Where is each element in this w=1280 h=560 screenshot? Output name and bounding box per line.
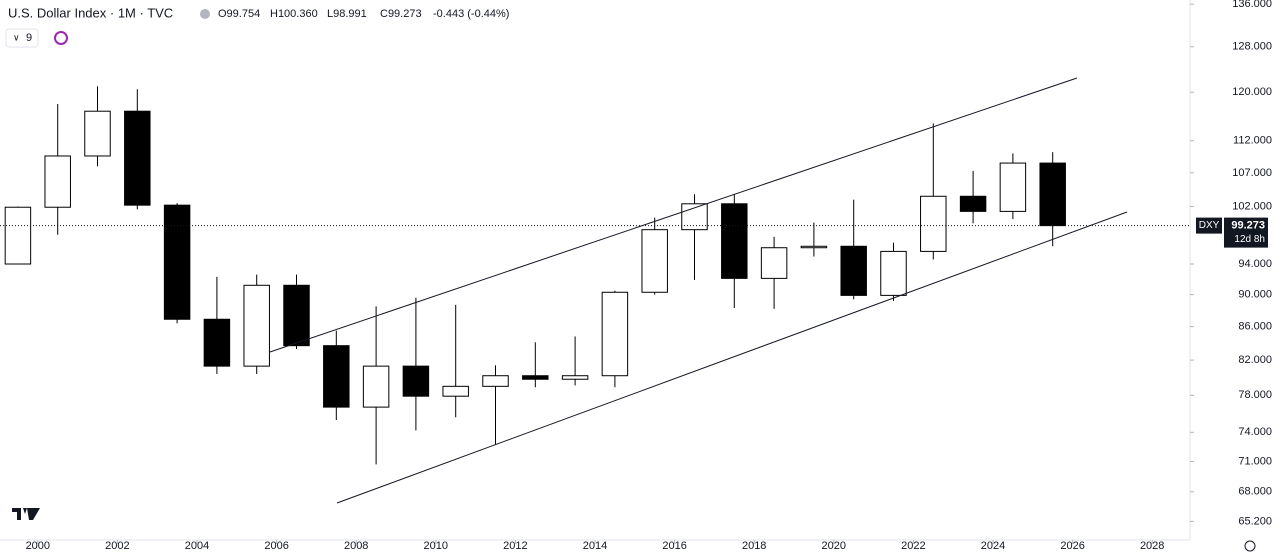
y-tick-label: 71.000: [1238, 455, 1272, 467]
y-tick-label: 94.000: [1238, 258, 1272, 270]
candle-body: [482, 375, 509, 387]
x-tick-label: 2026: [1060, 540, 1084, 552]
x-tick-label: 2012: [503, 540, 527, 552]
status-dot: [200, 9, 210, 19]
plot: [4, 86, 1066, 465]
candle-body: [442, 385, 469, 397]
x-tick-label: 2014: [583, 540, 607, 552]
candle-body: [760, 247, 788, 279]
x-tick-label: 2018: [742, 540, 766, 552]
y-tick-label: 65.200: [1238, 515, 1272, 527]
candle-body: [44, 155, 71, 208]
candle-body: [243, 284, 270, 367]
price-tag-value: 99.273: [1231, 220, 1265, 232]
ohlc-low: L98.991: [327, 8, 367, 20]
logo: [12, 508, 40, 520]
candle-body: [561, 375, 589, 380]
indicator-icon[interactable]: [54, 31, 68, 45]
x-tick-label: 2000: [26, 540, 50, 552]
symbol-tag-text: DXY: [1199, 220, 1220, 231]
candle-body: [920, 195, 947, 252]
price-tag: [1224, 217, 1268, 248]
x-tick-label: 2020: [822, 540, 846, 552]
y-tick-label: 128.000: [1232, 41, 1272, 53]
candle-body: [721, 203, 748, 279]
indicator-toggle[interactable]: [5, 28, 39, 48]
candle-body: [999, 162, 1027, 212]
symbol-tag: [1196, 217, 1222, 234]
candle-body: [840, 245, 867, 296]
candle-body: [362, 365, 390, 408]
candle-body: [124, 110, 151, 206]
y-tick-label: 112.000: [1233, 135, 1272, 147]
y-tick-label: 74.000: [1238, 426, 1272, 438]
candle-body: [402, 365, 430, 397]
x-tick-label: 2006: [264, 540, 288, 552]
price-tag-countdown: 12d 8h: [1234, 234, 1265, 245]
candle-body: [203, 318, 231, 367]
channel-upper: [269, 77, 1078, 353]
x-tick-label: 2016: [662, 540, 686, 552]
ohlc-close: C99.273: [380, 8, 422, 20]
candle-body: [4, 206, 32, 265]
x-tick-label: 2028: [1140, 540, 1164, 552]
chevron: ∨: [13, 32, 20, 42]
y-tick-label: 102.000: [1232, 200, 1272, 212]
y-tick-label: 136.000: [1232, 0, 1272, 10]
settings-icon[interactable]: [1244, 540, 1256, 552]
candle-body: [880, 250, 907, 296]
candle-body: [323, 345, 350, 408]
candle-body: [1039, 162, 1066, 227]
y-tick-label: 90.000: [1238, 289, 1272, 301]
candle-body: [641, 229, 668, 293]
candle-body: [84, 110, 111, 157]
candle-body: [522, 375, 549, 380]
y-tick-label: 68.000: [1238, 486, 1272, 498]
candle-body: [800, 245, 828, 249]
x-tick-label: 2002: [105, 540, 129, 552]
x-tick-label: 2008: [344, 540, 368, 552]
candle-body: [283, 284, 310, 347]
candle-body: [959, 195, 987, 212]
candle-body: [601, 291, 629, 377]
ohlc-open: O99.754: [218, 8, 260, 20]
y-tick-label: 82.000: [1238, 354, 1272, 366]
y-tick-label: 78.000: [1238, 389, 1272, 401]
y-tick-label: 120.000: [1232, 86, 1272, 98]
ohlc-high: H100.360: [270, 8, 318, 20]
channel-lower: [336, 211, 1128, 504]
symbol-title: U.S. Dollar Index · 1M · TVC: [8, 5, 173, 20]
x-tick-label: 2010: [424, 540, 448, 552]
x-tick-label: 2004: [185, 540, 209, 552]
indicator-count: 9: [26, 32, 32, 44]
x-tick-label: 2022: [901, 540, 925, 552]
y-tick-label: 86.000: [1238, 320, 1272, 332]
ohlc-change: -0.443 (-0.44%): [433, 8, 509, 20]
x-tick-label: 2024: [981, 540, 1005, 552]
y-tick-label: 107.000: [1232, 167, 1272, 179]
candle-body: [163, 204, 191, 320]
